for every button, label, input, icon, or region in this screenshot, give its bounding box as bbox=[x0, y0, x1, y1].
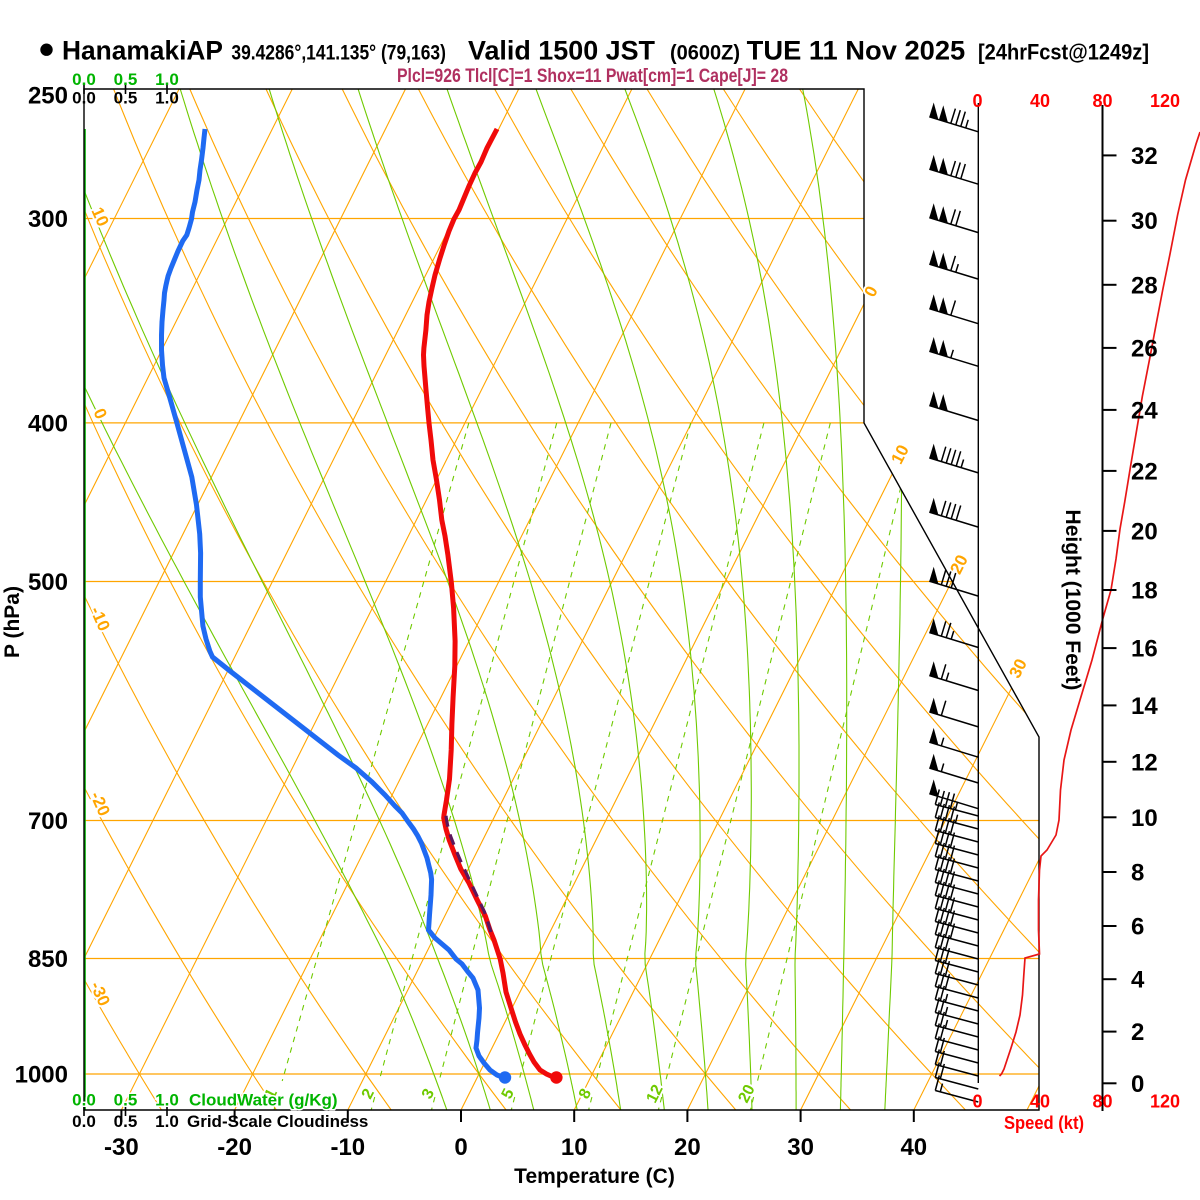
svg-text:18: 18 bbox=[1131, 577, 1158, 604]
svg-text:20: 20 bbox=[1131, 518, 1158, 545]
svg-text:80: 80 bbox=[1092, 91, 1112, 111]
svg-text:10: 10 bbox=[561, 1134, 588, 1161]
svg-text:12: 12 bbox=[1131, 749, 1158, 776]
svg-text:HanamakiAP: HanamakiAP bbox=[62, 36, 223, 66]
svg-text:30: 30 bbox=[1131, 208, 1158, 235]
svg-text:850: 850 bbox=[28, 946, 68, 973]
svg-text:Grid-Scale Cloudiness: Grid-Scale Cloudiness bbox=[187, 1112, 368, 1131]
svg-text:40: 40 bbox=[1030, 91, 1050, 111]
svg-text:Plcl=926 Tlcl[C]=1 Shox=11 Pwa: Plcl=926 Tlcl[C]=1 Shox=11 Pwat[cm]=1 Ca… bbox=[397, 66, 788, 87]
svg-text:30: 30 bbox=[787, 1134, 814, 1161]
svg-text:500: 500 bbox=[28, 569, 68, 596]
svg-text:0: 0 bbox=[454, 1134, 467, 1161]
svg-text:10: 10 bbox=[1131, 805, 1158, 832]
svg-text:1.0: 1.0 bbox=[155, 1091, 179, 1110]
svg-text:[24hrFcst@1249z]: [24hrFcst@1249z] bbox=[978, 39, 1149, 64]
svg-text:0.5: 0.5 bbox=[114, 70, 138, 89]
svg-text:TUE 11 Nov 2025: TUE 11 Nov 2025 bbox=[747, 36, 966, 66]
svg-text:120: 120 bbox=[1150, 91, 1180, 111]
svg-text:Valid 1500 JST: Valid 1500 JST bbox=[468, 36, 655, 66]
svg-text:0: 0 bbox=[972, 91, 982, 111]
svg-text:6: 6 bbox=[1131, 913, 1144, 940]
svg-text:-20: -20 bbox=[217, 1134, 252, 1161]
svg-text:-30: -30 bbox=[104, 1134, 139, 1161]
svg-text:250: 250 bbox=[28, 83, 68, 110]
svg-text:26: 26 bbox=[1131, 335, 1158, 362]
svg-text:80: 80 bbox=[1092, 1092, 1112, 1112]
svg-text:1.0: 1.0 bbox=[155, 70, 179, 89]
svg-text:Temperature (C): Temperature (C) bbox=[514, 1165, 675, 1188]
svg-text:24: 24 bbox=[1131, 397, 1158, 424]
svg-text:28: 28 bbox=[1131, 272, 1158, 299]
svg-text:14: 14 bbox=[1131, 693, 1158, 720]
svg-text:39.4286°,141.135° (79,163): 39.4286°,141.135° (79,163) bbox=[231, 41, 446, 64]
svg-text:40: 40 bbox=[1030, 1092, 1050, 1112]
svg-text:-10: -10 bbox=[330, 1134, 365, 1161]
svg-text:700: 700 bbox=[28, 808, 68, 835]
svg-text:32: 32 bbox=[1131, 143, 1158, 170]
svg-text:16: 16 bbox=[1131, 636, 1158, 663]
svg-text:0.0: 0.0 bbox=[72, 1091, 96, 1110]
svg-text:Height (1000 Feet): Height (1000 Feet) bbox=[1061, 510, 1084, 691]
svg-text:8: 8 bbox=[1131, 860, 1144, 887]
svg-text:0.5: 0.5 bbox=[114, 89, 138, 108]
svg-text:1000: 1000 bbox=[15, 1062, 68, 1089]
svg-text:(0600Z): (0600Z) bbox=[670, 41, 740, 64]
svg-text:0: 0 bbox=[1131, 1071, 1144, 1098]
svg-text:22: 22 bbox=[1131, 458, 1158, 485]
svg-text:1.0: 1.0 bbox=[155, 89, 179, 108]
svg-text:400: 400 bbox=[28, 411, 68, 438]
svg-text:0: 0 bbox=[972, 1092, 982, 1112]
svg-text:0.5: 0.5 bbox=[114, 1091, 138, 1110]
svg-text:0.5: 0.5 bbox=[114, 1112, 138, 1131]
svg-text:4: 4 bbox=[1131, 967, 1145, 994]
svg-text:20: 20 bbox=[674, 1134, 701, 1161]
svg-text:2: 2 bbox=[1131, 1019, 1144, 1046]
svg-text:0.0: 0.0 bbox=[72, 1112, 96, 1131]
svg-text:300: 300 bbox=[28, 206, 68, 233]
svg-text:120: 120 bbox=[1150, 1092, 1180, 1112]
svg-text:Speed (kt): Speed (kt) bbox=[1004, 1113, 1084, 1133]
svg-text:1.0: 1.0 bbox=[155, 1112, 179, 1131]
svg-text:CloudWater (g/Kg): CloudWater (g/Kg) bbox=[189, 1091, 338, 1110]
svg-text:0.0: 0.0 bbox=[72, 70, 96, 89]
svg-text:40: 40 bbox=[900, 1134, 927, 1161]
svg-text:P (hPa): P (hPa) bbox=[1, 586, 24, 658]
svg-text:0.0: 0.0 bbox=[72, 89, 96, 108]
